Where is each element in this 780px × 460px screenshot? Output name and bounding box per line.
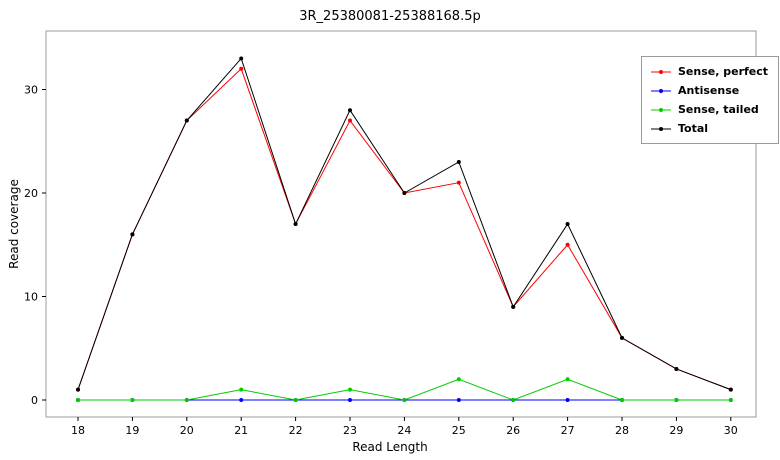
data-point [239,398,244,402]
data-point [674,366,679,371]
data-point [348,118,352,123]
data-point [456,377,461,382]
y-tick-label: 30 [24,84,38,97]
y-tick-label: 10 [24,291,38,304]
legend-key-icon [651,126,671,131]
legend: Sense, perfect Antisense Sense, tailed Tota… [641,56,780,144]
data-point [674,398,679,402]
legend-label: Sense, perfect [678,65,769,78]
legend-key-icon [651,69,671,74]
data-point [239,66,244,71]
legend-key-point [659,107,663,112]
data-point [565,398,570,402]
legend-entry: Sense, tailed [650,100,768,119]
data-point [348,387,352,392]
data-point [402,191,407,195]
legend-label: Sense, tailed [678,103,759,116]
legend-key-point [659,69,663,74]
data-point [239,387,244,392]
x-tick-label: 24 [397,424,411,437]
data-point [184,118,189,123]
data-point [348,398,352,402]
data-point [130,232,135,237]
legend-label: Total [678,122,709,135]
y-tick-label: 0 [31,394,38,407]
legend-key-icon [651,88,671,93]
x-tick-label: 18 [71,424,85,437]
data-point [511,398,516,402]
data-point [565,222,570,227]
legend-label: Antisense [678,84,740,97]
data-point [565,377,570,382]
x-tick-label: 22 [289,424,303,437]
legend-key-icon [651,107,671,112]
x-tick-label: 20 [180,424,194,437]
data-point [402,398,407,402]
data-point [511,304,516,309]
data-point [728,398,733,402]
legend-entry: Antisense [650,81,768,100]
data-point [293,398,298,402]
x-tick-label: 23 [343,424,357,437]
legend-entry: Sense, perfect [650,62,768,81]
x-tick-label: 29 [669,424,683,437]
data-point [565,242,570,247]
legend-key-point [659,126,663,131]
data-point [239,56,244,61]
data-point [76,398,80,402]
x-tick-label: 26 [506,424,520,437]
data-point [728,387,733,392]
data-point [456,159,461,164]
x-tick-label: 25 [452,424,466,437]
y-tick-label: 20 [24,187,38,200]
x-axis-label: Read Length [352,440,428,454]
data-point [76,387,80,392]
chart-title: 3R_25380081-25388168.5p [299,9,481,24]
x-tick-label: 30 [724,424,738,437]
data-point [456,398,461,402]
legend-entry: Total [650,119,768,138]
data-point [184,398,189,402]
x-tick-label: 28 [615,424,629,437]
data-point [130,398,135,402]
data-point [348,108,352,113]
x-tick-label: 27 [561,424,575,437]
data-point [620,335,624,340]
panel-border [45,30,757,418]
data-point [456,180,461,185]
data-point [293,222,298,227]
x-tick-label: 19 [125,424,139,437]
data-point [620,398,624,402]
x-tick-label: 21 [234,424,248,437]
legend-key-point [659,88,663,93]
